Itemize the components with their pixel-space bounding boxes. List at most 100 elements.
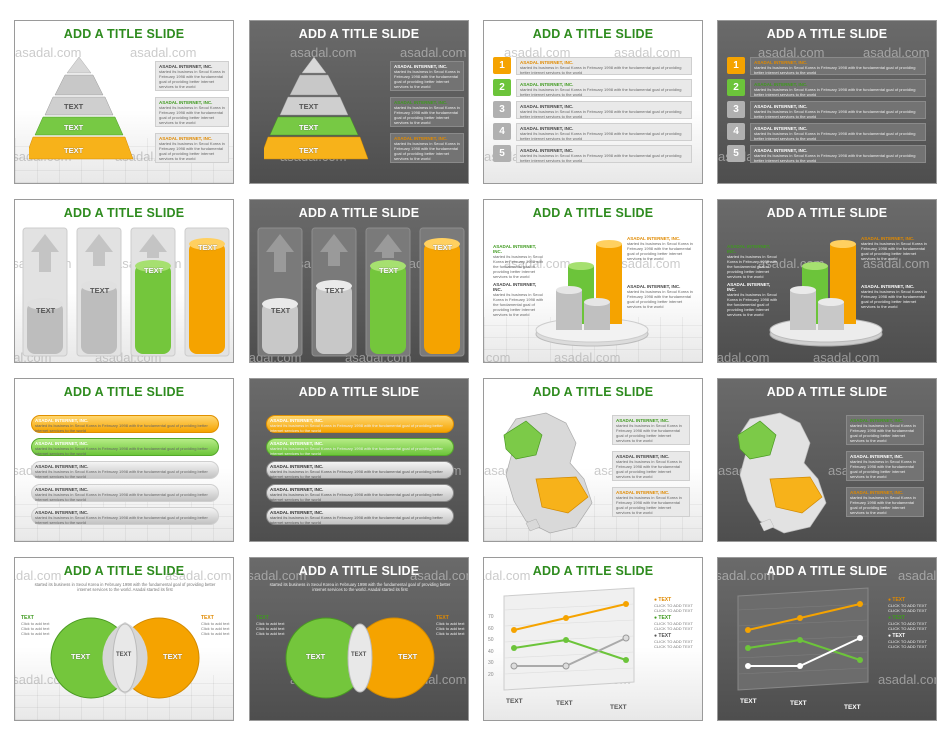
venn-left-label: TEXT bbox=[306, 652, 326, 661]
pill-bar: ASADAL INTERNET, INC. started its busines… bbox=[31, 507, 219, 525]
watermark: asadal.com bbox=[898, 568, 937, 583]
pill-bar: ASADAL INTERNET, INC. started its busines… bbox=[266, 507, 454, 525]
list-item: ASADAL INTERNET, INC. started its busines… bbox=[516, 79, 692, 97]
list-item: ASADAL INTERNET, INC. started its busines… bbox=[516, 145, 692, 163]
venn-left-note: TEXT Click to add text Click to add text C… bbox=[21, 615, 50, 637]
thumb-line-chart-light[interactable]: ADD A TITLE SLIDE asadal.com asadal.com … bbox=[483, 557, 703, 721]
coin-stacks-graphic bbox=[22, 227, 230, 357]
list-item: ASADAL INTERNET, INC. started its busines… bbox=[516, 123, 692, 141]
intro-text: started its business in Seoul Korea in F… bbox=[269, 582, 451, 592]
korea-map-graphic bbox=[503, 412, 593, 534]
slide-title: ADD A TITLE SLIDE bbox=[63, 206, 185, 220]
pill-bar: ASADAL INTERNET, INC. started its busines… bbox=[266, 415, 454, 433]
watermark: asadal.com bbox=[250, 568, 307, 583]
line-chart-graphic bbox=[737, 587, 869, 691]
watermark: asadal.com bbox=[718, 568, 775, 583]
thumb-bars-list-light[interactable]: ADD A TITLE SLIDE asadal.com asadal.com … bbox=[14, 378, 234, 542]
stack-label-2: TEXT bbox=[325, 286, 345, 295]
thumb-coin-stacks-light[interactable]: ADD A TITLE SLIDE asadal.com asadal.com … bbox=[14, 199, 234, 363]
venn-right-note: TEXT Click to add text Click to add text C… bbox=[436, 615, 465, 637]
pyramid-text-2: TEXT bbox=[299, 123, 319, 132]
watermark: asadal.com bbox=[15, 568, 62, 583]
map-callout: ASADAL INTERNET, INC. started its busines… bbox=[846, 487, 924, 517]
watermark: asadal.com bbox=[290, 45, 357, 60]
x-label-3: TEXT bbox=[610, 704, 627, 711]
thumb-coin-stacks-dark[interactable]: ADD A TITLE SLIDE asadal.com asadal.com … bbox=[249, 199, 469, 363]
thumb-numbered-list-light[interactable]: ADD A TITLE SLIDE asadal.com asadal.com … bbox=[483, 20, 703, 184]
info-box: ASADAL INTERNET, INC. started its busines… bbox=[390, 61, 464, 91]
coin-stacks-graphic bbox=[257, 227, 465, 357]
slide-title: ADD A TITLE SLIDE bbox=[766, 206, 888, 220]
venn-center-label: TEXT bbox=[116, 652, 132, 658]
map-callout: ASADAL INTERNET, INC. started its busines… bbox=[846, 451, 924, 481]
thumb-map-dark[interactable]: ADD A TITLE SLIDE asadal.com asadal.com … bbox=[717, 378, 937, 542]
watermark: asadal.com bbox=[813, 350, 880, 363]
x-label-1: TEXT bbox=[506, 698, 523, 705]
legend: ● TEXT CLICK TO ADD TEXT CLICK TO ADD TEX… bbox=[888, 597, 927, 650]
number-badge-1: 1 bbox=[727, 57, 745, 74]
watermark: asadal.com bbox=[863, 45, 930, 60]
stack-label-1: TEXT bbox=[271, 306, 291, 315]
watermark: asadal.com bbox=[484, 350, 510, 362]
slide-title: ADD A TITLE SLIDE bbox=[63, 564, 185, 578]
cylinders-graphic bbox=[535, 240, 649, 347]
watermark: asadal.com bbox=[717, 350, 770, 363]
slide-title: ADD A TITLE SLIDE bbox=[63, 385, 185, 399]
watermark: asadal.com bbox=[410, 568, 468, 583]
pill-bar: ASADAL INTERNET, INC. started its busines… bbox=[31, 484, 219, 502]
pyramid-graphic bbox=[29, 56, 134, 160]
x-label-3: TEXT bbox=[844, 704, 861, 711]
venn-right-note: TEXT Click to add text Click to add text C… bbox=[201, 615, 230, 637]
x-label-2: TEXT bbox=[556, 700, 573, 707]
venn-right-label: TEXT bbox=[398, 652, 418, 661]
stack-label-2: TEXT bbox=[90, 286, 110, 295]
slide-title: ADD A TITLE SLIDE bbox=[766, 27, 888, 41]
slide-title: ADD A TITLE SLIDE bbox=[766, 385, 888, 399]
thumb-line-chart-dark[interactable]: ADD A TITLE SLIDE asadal.com asadal.com … bbox=[717, 557, 937, 721]
pyramid-graphic bbox=[264, 56, 369, 160]
slide-title: ADD A TITLE SLIDE bbox=[63, 27, 185, 41]
pyramid-text-1: TEXT bbox=[64, 102, 84, 111]
slide-title: ADD A TITLE SLIDE bbox=[532, 27, 654, 41]
slide-title: ADD A TITLE SLIDE bbox=[298, 385, 420, 399]
list-item: ASADAL INTERNET, INC. started its busines… bbox=[750, 123, 926, 141]
watermark: asadal.com bbox=[554, 350, 620, 362]
thumb-venn-dark[interactable]: ADD A TITLE SLIDE asadal.com asadal.com … bbox=[249, 557, 469, 721]
venn-graphic bbox=[50, 617, 200, 699]
pill-bar: ASADAL INTERNET, INC. started its busines… bbox=[266, 438, 454, 456]
slide-title: ADD A TITLE SLIDE bbox=[532, 206, 654, 220]
callout: ASADAL INTERNET, INC. started its busines… bbox=[861, 236, 927, 261]
info-box: ASADAL INTERNET, INC. started its busines… bbox=[155, 97, 229, 127]
number-badge-1: 1 bbox=[493, 57, 511, 74]
info-box: ASADAL INTERNET, INC. started its busines… bbox=[155, 61, 229, 91]
map-callout: ASADAL INTERNET, INC. started its busines… bbox=[612, 415, 690, 445]
pill-bar: ASADAL INTERNET, INC. started its busines… bbox=[31, 438, 219, 456]
thumb-numbered-list-dark[interactable]: ADD A TITLE SLIDE asadal.com asadal.com … bbox=[717, 20, 937, 184]
x-label-1: TEXT bbox=[740, 698, 757, 705]
thumb-bars-list-dark[interactable]: ADD A TITLE SLIDE asadal.com asadal.com … bbox=[249, 378, 469, 542]
watermark: asadal.com bbox=[484, 568, 531, 583]
info-box: ASADAL INTERNET, INC. started its busines… bbox=[155, 133, 229, 163]
thumb-pyramid-light[interactable]: ADD A TITLE SLIDE asadal.com asadal.com … bbox=[14, 20, 234, 184]
map-callout: ASADAL INTERNET, INC. started its busines… bbox=[612, 451, 690, 481]
x-label-2: TEXT bbox=[790, 700, 807, 707]
thumb-cylinders-light[interactable]: ADD A TITLE SLIDE asadal.com asadal.com … bbox=[483, 199, 703, 363]
thumb-map-light[interactable]: ADD A TITLE SLIDE asadal.com asadal.com … bbox=[483, 378, 703, 542]
thumb-venn-light[interactable]: ADD A TITLE SLIDE asadal.com asadal.com … bbox=[14, 557, 234, 721]
legend: ● TEXT CLICK TO ADD TEXT CLICK TO ADD TEX… bbox=[654, 597, 693, 650]
thumb-cylinders-dark[interactable]: ADD A TITLE SLIDE asadal.com asadal.com … bbox=[717, 199, 937, 363]
venn-left-note: TEXT Click to add text Click to add text C… bbox=[256, 615, 285, 637]
watermark: asadal.com bbox=[504, 45, 571, 60]
thumb-pyramid-dark[interactable]: ADD A TITLE SLIDE asadal.com asadal.com … bbox=[249, 20, 469, 184]
stack-label-1: TEXT bbox=[36, 306, 56, 315]
callout: ASADAL INTERNET, INC. started its busines… bbox=[727, 244, 778, 279]
slide-title: ADD A TITLE SLIDE bbox=[532, 385, 654, 399]
watermark: asadal.com bbox=[165, 568, 232, 583]
slide-title: ADD A TITLE SLIDE bbox=[298, 27, 420, 41]
watermark: asadal.com bbox=[504, 256, 571, 271]
list-item: ASADAL INTERNET, INC. started its busines… bbox=[750, 79, 926, 97]
slide-title: ADD A TITLE SLIDE bbox=[766, 564, 888, 578]
pyramid-text-3: TEXT bbox=[299, 146, 319, 155]
watermark: asadal.com bbox=[400, 45, 467, 60]
list-item: ASADAL INTERNET, INC. started its busines… bbox=[750, 57, 926, 75]
